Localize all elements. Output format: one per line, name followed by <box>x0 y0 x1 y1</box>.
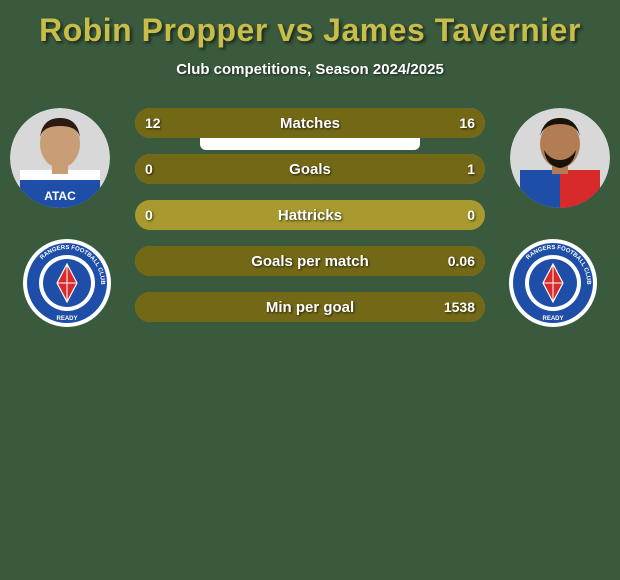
player-right-avatar <box>510 108 610 208</box>
club-right-badge: RANGERS FOOTBALL CLUB READY <box>508 238 598 328</box>
svg-text:READY: READY <box>542 316 563 322</box>
stat-row: 0.06Goals per match <box>135 246 485 276</box>
stat-label: Matches <box>135 108 485 138</box>
stat-label: Min per goal <box>135 292 485 322</box>
subtitle: Club competitions, Season 2024/2025 <box>0 61 620 78</box>
svg-text:READY: READY <box>56 316 77 322</box>
stat-row: 01Goals <box>135 154 485 184</box>
stat-label: Goals <box>135 154 485 184</box>
comparison-card: Robin Propper vs James Tavernier Club co… <box>0 0 620 580</box>
stat-bars: 1216Matches 01Goals 00Hattricks 0.06Goals p… <box>135 108 485 338</box>
player-left-avatar-svg: ATAC <box>10 108 110 208</box>
stat-row: 1216Matches <box>135 108 485 138</box>
stat-row: 1538Min per goal <box>135 292 485 322</box>
stat-row: 00Hattricks <box>135 200 485 230</box>
player-right-avatar-svg <box>510 108 610 208</box>
stat-label: Hattricks <box>135 200 485 230</box>
stat-label: Goals per match <box>135 246 485 276</box>
page-title: Robin Propper vs James Tavernier <box>0 0 620 49</box>
player-left-avatar: ATAC <box>10 108 110 208</box>
club-right-badge-svg: RANGERS FOOTBALL CLUB READY <box>508 238 598 328</box>
club-left-badge: RANGERS FOOTBALL CLUB READY <box>22 238 112 328</box>
club-left-badge-svg: RANGERS FOOTBALL CLUB READY <box>22 238 112 328</box>
svg-text:ATAC: ATAC <box>44 189 76 203</box>
